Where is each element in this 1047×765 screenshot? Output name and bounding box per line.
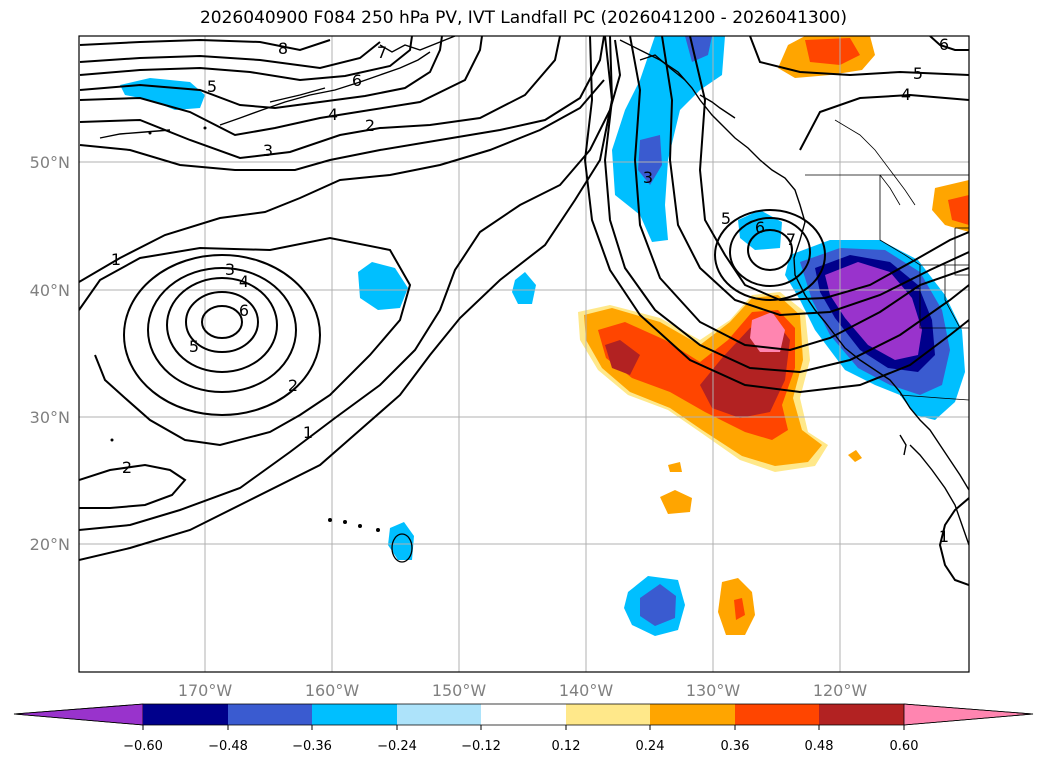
colorbar-segment (566, 704, 650, 725)
positive-anomaly-tropical-3-core (734, 598, 745, 620)
contour-label: 3 (643, 168, 653, 187)
lon-label-140w: 140°W (559, 681, 614, 700)
lon-label-160w: 160°W (305, 681, 360, 700)
lat-label-50n: 50°N (30, 153, 70, 172)
colorbar-tick-label: 0.48 (805, 739, 834, 754)
contour-label: 5 (913, 64, 923, 83)
negative-anomaly-hawaii (388, 522, 414, 560)
contour-label: 2 (122, 458, 132, 477)
longitude-labels: 170°W 160°W 150°W 140°W 130°W 120°W (178, 681, 868, 700)
contour-label: 2 (288, 376, 298, 395)
contour-label: 3 (225, 260, 235, 279)
colorbar-segment (228, 704, 312, 725)
colorbar-tick-label: 0.12 (552, 739, 581, 754)
map-title: 2026040900 F084 250 hPa PV, IVT Landfall… (199, 8, 847, 28)
colorbar-tick-label: −0.48 (208, 739, 248, 754)
colorbar-segment (143, 704, 228, 725)
contour-label: 6 (352, 71, 362, 90)
contour-label: 7 (786, 230, 796, 249)
pv-contours (79, 36, 969, 586)
contour-label: 5 (189, 337, 199, 356)
contour-label: 8 (278, 39, 288, 58)
positive-anomaly-plume-3 (605, 340, 640, 375)
colorbar: −0.60 −0.48 −0.36 −0.24 −0.12 0.12 0.24 … (13, 703, 1034, 754)
colorbar-segment (397, 704, 481, 725)
colorbar-tick-label: 0.60 (890, 739, 919, 754)
contour-label: 1 (939, 527, 949, 546)
contour-label: 1 (111, 250, 121, 269)
lat-label-30n: 30°N (30, 408, 70, 427)
positive-anomaly-tropical-4 (848, 450, 862, 462)
positive-anomaly-tropical-2 (668, 462, 682, 472)
contour-label: 6 (755, 218, 765, 237)
contour-labels: 8 7 5 6 4 2 3 5 4 6 5 6 7 3 1 3 4 6 5 2 … (111, 35, 949, 546)
positive-anomaly-plume-core (750, 312, 785, 352)
colorbar-tick-label: −0.24 (377, 739, 417, 754)
negative-anomaly-gulf (638, 135, 662, 185)
islands (110, 126, 413, 563)
contour-label: 5 (207, 77, 217, 96)
colorbar-tick-label: −0.12 (461, 739, 501, 754)
colorbar-segment (312, 704, 397, 725)
colorbar-tick-label: 0.24 (636, 739, 665, 754)
positive-anomaly-north-core (805, 38, 860, 65)
lat-label-40n: 40°N (30, 281, 70, 300)
lon-label-150w: 150°W (432, 681, 487, 700)
coastlines (99, 36, 969, 546)
colorbar-segment (735, 704, 819, 725)
lat-label-20n: 20°N (30, 535, 70, 554)
contour-label: 6 (239, 301, 249, 320)
lon-label-130w: 130°W (686, 681, 741, 700)
map-background (79, 36, 969, 672)
map-frame (78, 35, 970, 673)
colorbar-segment (481, 704, 566, 725)
latitude-labels: 50°N 40°N 30°N 20°N (30, 153, 70, 554)
negative-anomaly-tropics-core (640, 584, 676, 626)
contour-label: 5 (721, 209, 731, 228)
contour-label: 4 (328, 105, 338, 124)
negative-anomaly-central-pacific-2 (512, 272, 536, 304)
contour-label: 2 (365, 116, 375, 135)
contour-label: 6 (939, 35, 949, 54)
negative-anomaly-central-pacific-1 (358, 262, 408, 310)
colorbar-segment (903, 703, 1034, 726)
contour-label: 1 (303, 423, 313, 442)
colorbar-tick-label: −0.36 (292, 739, 332, 754)
colorbar-segment (650, 704, 735, 725)
positive-anomaly-east-core (948, 195, 969, 225)
contour-label: 4 (239, 272, 249, 291)
colorbar-tick-label: −0.60 (123, 739, 163, 754)
graticule (79, 36, 969, 672)
lon-label-170w: 170°W (178, 681, 233, 700)
colorbar-segment (13, 703, 144, 726)
colorbar-tick-label: 0.36 (721, 739, 750, 754)
negative-anomaly-east-pacific (738, 210, 782, 250)
contour-label: 7 (377, 43, 387, 62)
positive-anomaly-tropical-1 (660, 490, 692, 514)
map-area: 8 7 5 6 4 2 3 5 4 6 5 6 7 3 1 3 4 6 5 2 … (79, 35, 969, 672)
contour-label: 3 (263, 141, 273, 160)
lon-label-120w: 120°W (813, 681, 868, 700)
colorbar-segment (819, 704, 904, 725)
contour-label: 4 (901, 85, 911, 104)
colorbar-ticks (142, 725, 905, 730)
